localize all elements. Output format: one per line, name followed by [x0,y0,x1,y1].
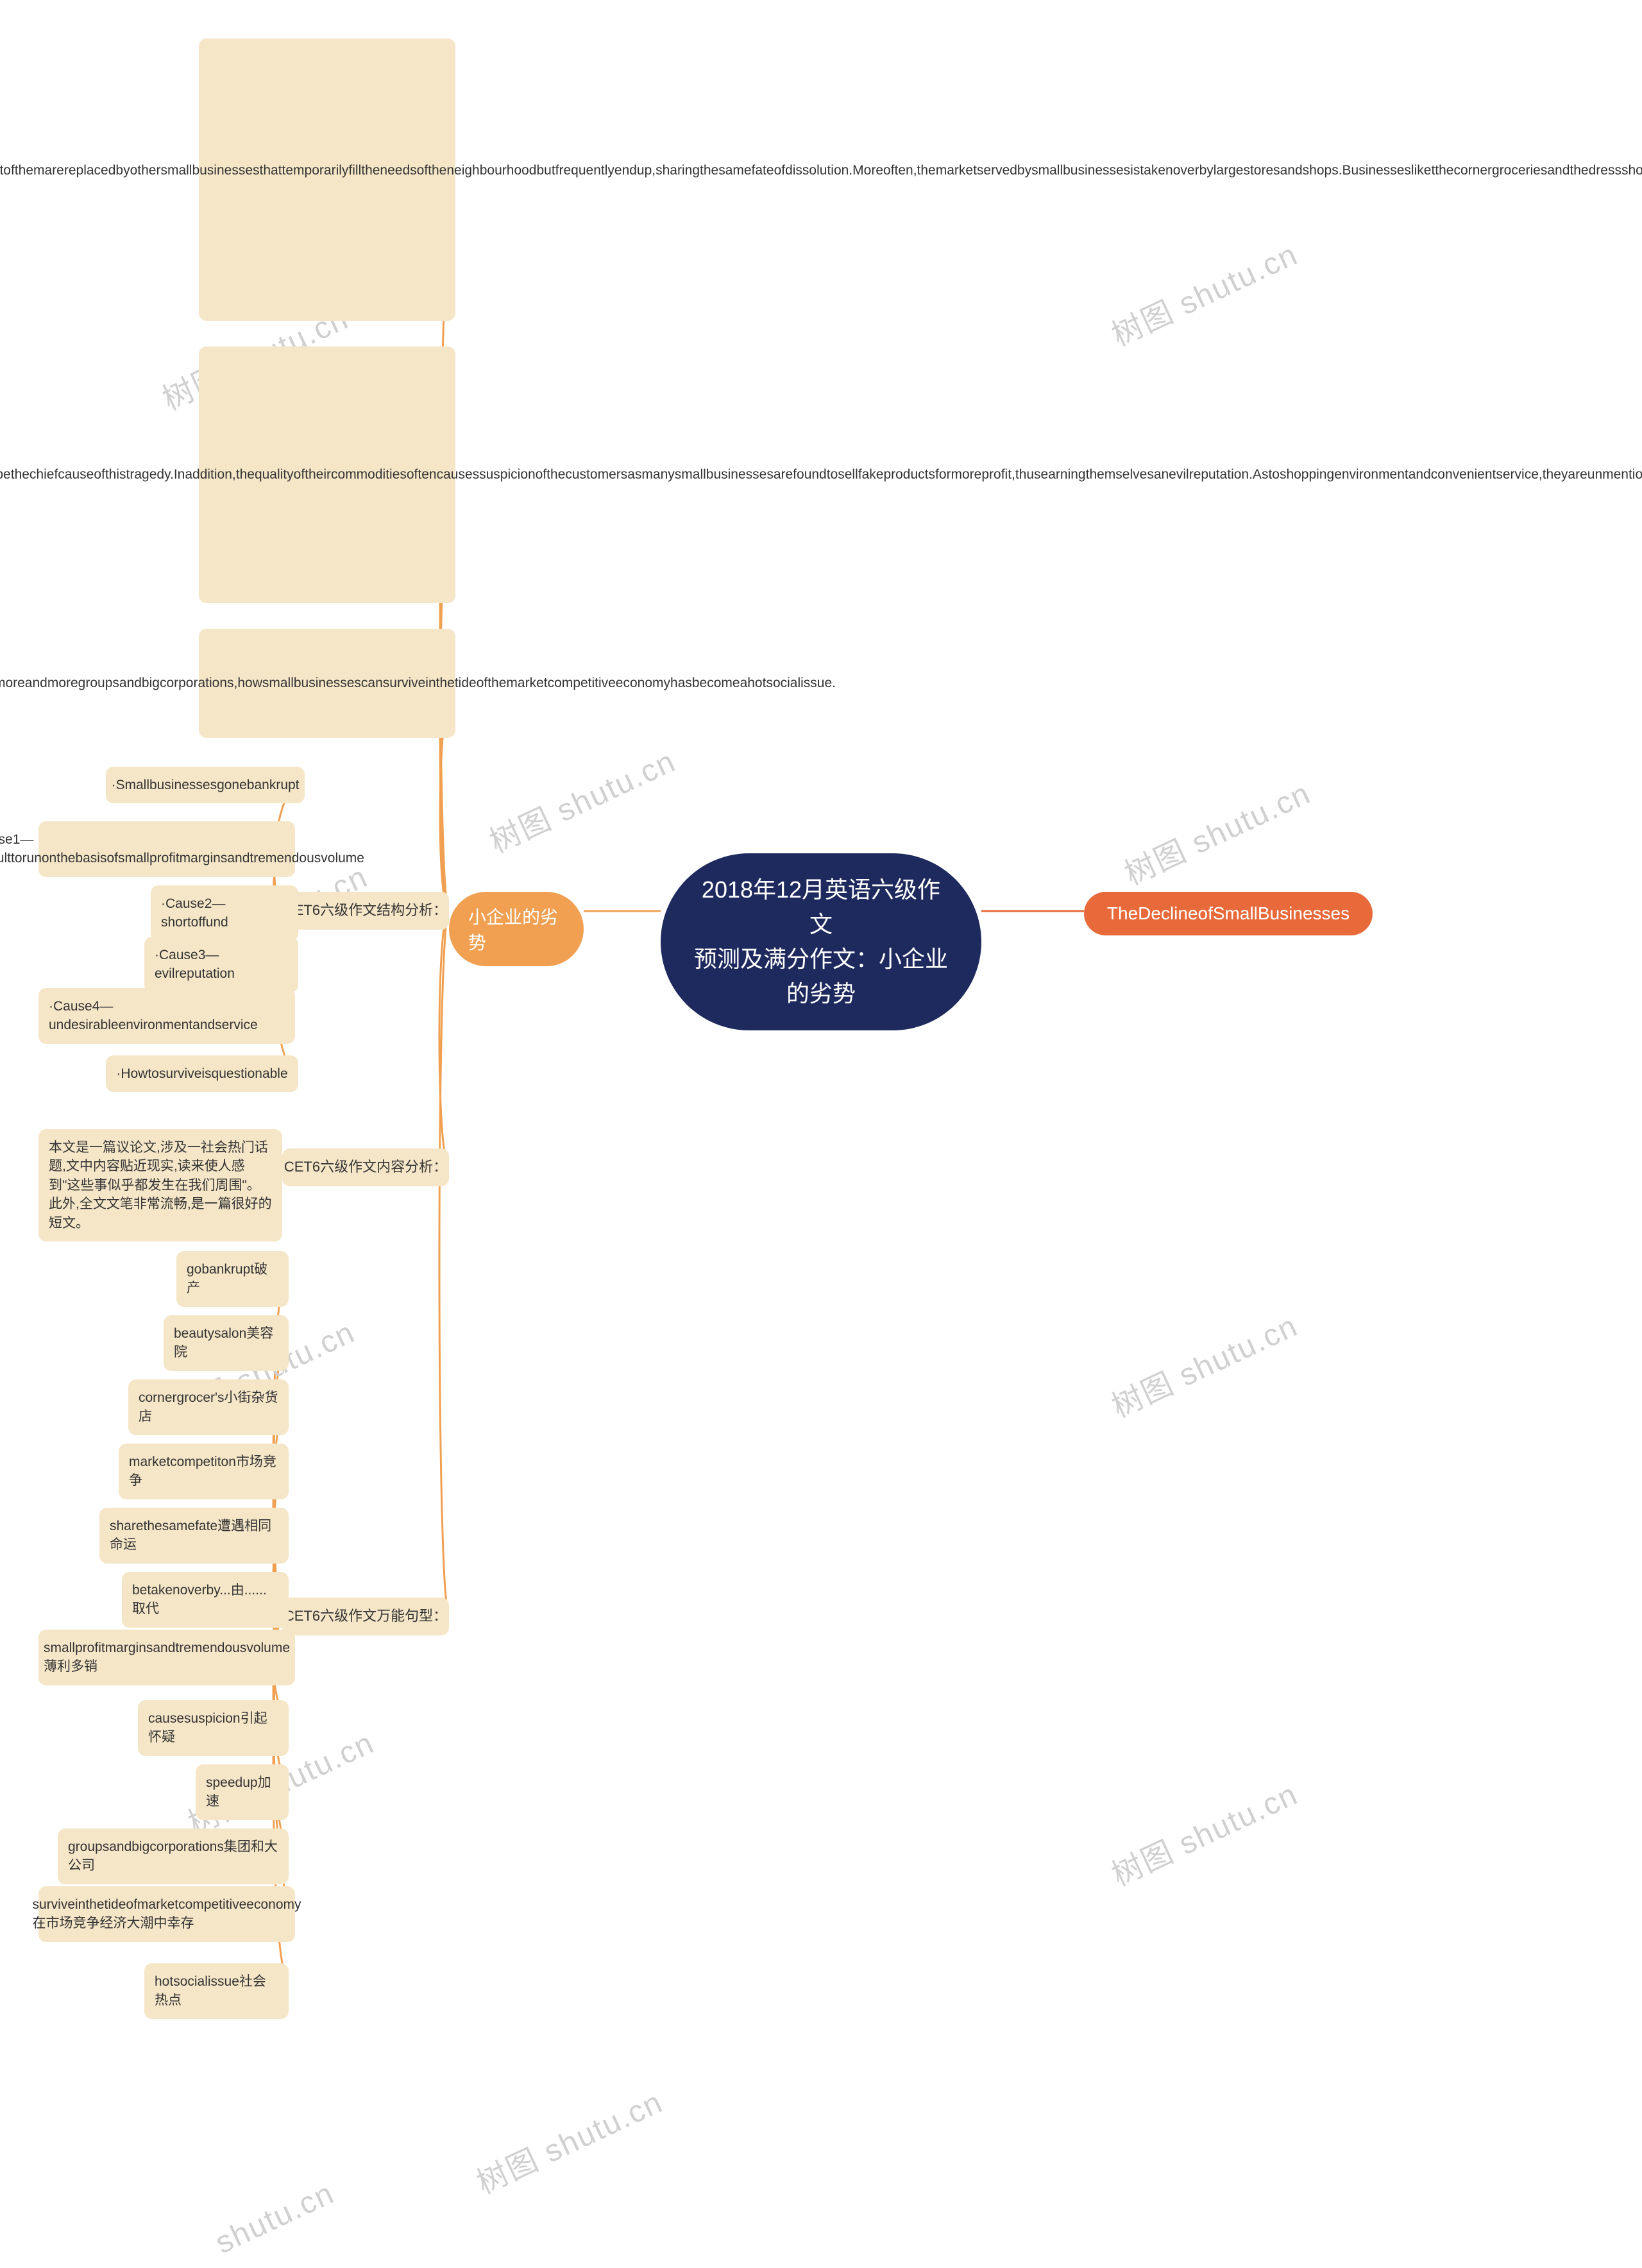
watermark: 树图 shutu.cn [1116,768,1317,894]
root-node: 2018年12月英语六级作文 预测及满分作文：小企业 的劣势 [661,853,981,1030]
leaf-item: ·Smallbusinessesgonebankrupt [106,767,305,803]
leaf-item: 本文是一篇议论文,涉及一社会热门话题,文中内容贴近现实,读来使人感到"这些事似乎… [38,1129,282,1241]
leaf-item: causesuspicion引起怀疑 [138,1700,289,1756]
branch-left: 小企业的劣势 [449,892,584,966]
leaf-item: ·Cause1—difficulttorunonthebasisofsmallp… [38,821,295,877]
leaf-item: ·Cause2—shortoffund [151,885,298,941]
leaf-item: surviveinthetideofmarketcompetitiveecono… [38,1886,295,1942]
leaf-item: groupsandbigcorporations集团和大公司 [58,1829,289,1884]
leaf-item: marketcompetiton市场竞争 [119,1444,289,1499]
leaf-item: gobankrupt破产 [176,1251,289,1307]
group-label: CET6六级作文万能句型： [282,1598,449,1635]
leaf-item: sharethesamefate遭遇相同命运 [99,1508,289,1564]
watermark: 树图 shutu.cn [481,736,682,862]
leaf-item: ·Cause3—evilreputation [144,937,298,993]
leaf-paragraph: Duringtherecentyears,countlesssmallbusin… [199,38,455,321]
leaf-paragraph: Apparently,itisincreasinglydifficultfors… [199,346,455,603]
group-label: CET6六级作文结构分析： [282,892,449,930]
leaf-item: betakenoverby...由......取代 [122,1572,289,1628]
watermark: 树图 shutu.cn [1103,1300,1304,1426]
leaf-item: hotsocialissue社会热点 [144,1963,289,2019]
watermark: 树图 shutu.cn [1103,229,1304,355]
mindmap-canvas: { "center": { "label": "2018年12月英语六级作文\n… [0,0,1642,2268]
watermark: 树图 shutu.cn [468,2077,669,2203]
leaf-item: cornergrocer's小街杂货店 [128,1379,289,1435]
watermark: 树图 shutu.cn [1103,1769,1304,1895]
leaf-item: beautysalon美容院 [164,1315,289,1371]
leaf-item: smallprofitmarginsandtremendousvolume薄利多… [38,1630,295,1685]
leaf-item: ·Cause4—undesirableenvironmentandservice [38,988,295,1044]
leaf-item: speedup加速 [196,1764,289,1820]
leaf-paragraph: Today,withtheestablishmentofmoreandmoreg… [199,629,455,738]
leaf-item: ·Howtosurviveisquestionable [106,1055,298,1092]
watermark: shutu.cn [210,2176,340,2261]
branch-right: TheDeclineofSmallBusinesses [1084,892,1373,935]
group-label: CET6六级作文内容分析： [282,1148,449,1186]
